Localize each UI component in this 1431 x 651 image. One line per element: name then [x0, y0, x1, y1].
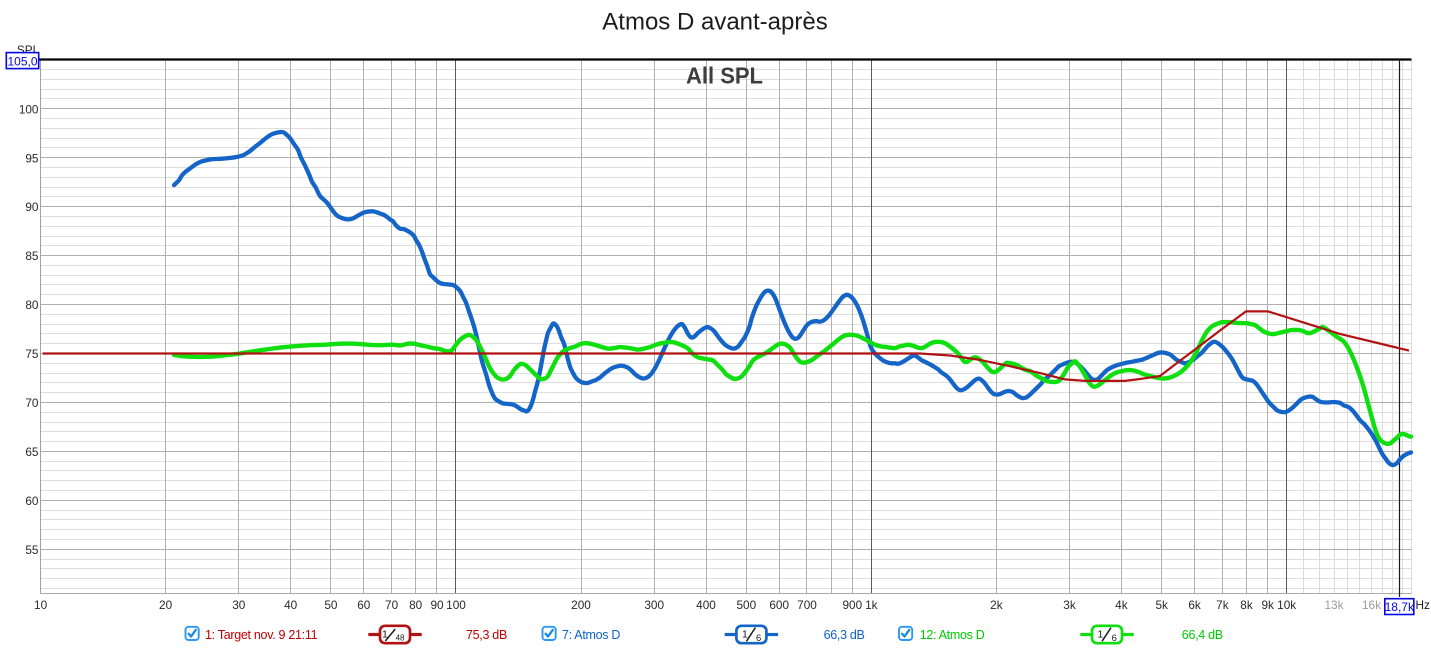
svg-text:1: 1 [1098, 629, 1104, 641]
svg-text:10: 10 [34, 598, 48, 612]
svg-text:70: 70 [25, 396, 39, 410]
svg-text:66,4 dB: 66,4 dB [1182, 628, 1223, 642]
svg-text:500: 500 [736, 598, 756, 612]
svg-text:105,0: 105,0 [7, 54, 37, 68]
svg-text:95: 95 [25, 151, 39, 165]
svg-text:1k: 1k [865, 598, 878, 612]
svg-text:6: 6 [756, 633, 761, 644]
svg-text:9k: 9k [1261, 598, 1274, 612]
svg-text:90: 90 [25, 200, 39, 214]
svg-text:100: 100 [446, 598, 466, 612]
svg-text:50: 50 [324, 598, 338, 612]
svg-text:6k: 6k [1188, 598, 1201, 612]
svg-text:1: Target nov. 9 21:11: 1: Target nov. 9 21:11 [205, 628, 318, 642]
svg-text:70: 70 [385, 598, 399, 612]
svg-text:12: Atmos D: 12: Atmos D [920, 628, 985, 642]
svg-text:20: 20 [159, 598, 173, 612]
svg-text:300: 300 [644, 598, 664, 612]
svg-text:80: 80 [25, 298, 39, 312]
svg-text:Hz: Hz [1416, 598, 1431, 612]
svg-text:3k: 3k [1063, 598, 1076, 612]
svg-text:75: 75 [25, 347, 39, 361]
svg-text:48: 48 [396, 634, 405, 643]
svg-text:5k: 5k [1155, 598, 1168, 612]
svg-text:13k: 13k [1324, 598, 1343, 612]
svg-text:85: 85 [25, 249, 39, 263]
svg-text:900: 900 [842, 598, 862, 612]
svg-text:10k: 10k [1277, 598, 1296, 612]
svg-text:400: 400 [696, 598, 716, 612]
svg-text:100: 100 [19, 102, 39, 116]
svg-text:90: 90 [430, 598, 444, 612]
svg-text:600: 600 [769, 598, 789, 612]
svg-text:60: 60 [357, 598, 371, 612]
svg-text:4k: 4k [1115, 598, 1128, 612]
svg-text:18,7k: 18,7k [1385, 600, 1415, 614]
svg-text:1: 1 [742, 629, 748, 641]
svg-text:75,3 dB: 75,3 dB [466, 628, 507, 642]
svg-text:16k: 16k [1362, 598, 1381, 612]
svg-text:6: 6 [1112, 633, 1117, 644]
svg-text:2k: 2k [990, 598, 1003, 612]
svg-text:65: 65 [25, 445, 39, 459]
svg-text:Atmos D avant-après: Atmos D avant-après [602, 9, 827, 36]
svg-text:700: 700 [797, 598, 817, 612]
svg-text:8k: 8k [1240, 598, 1253, 612]
svg-text:66,3 dB: 66,3 dB [824, 628, 865, 642]
svg-text:200: 200 [571, 598, 591, 612]
svg-text:7k: 7k [1216, 598, 1229, 612]
svg-text:7: Atmos D: 7: Atmos D [562, 628, 620, 642]
svg-text:30: 30 [232, 598, 246, 612]
svg-text:60: 60 [25, 494, 39, 508]
svg-text:40: 40 [284, 598, 298, 612]
svg-text:55: 55 [25, 543, 39, 557]
svg-text:80: 80 [409, 598, 423, 612]
svg-text:All SPL: All SPL [686, 63, 763, 89]
svg-text:1: 1 [382, 629, 388, 641]
